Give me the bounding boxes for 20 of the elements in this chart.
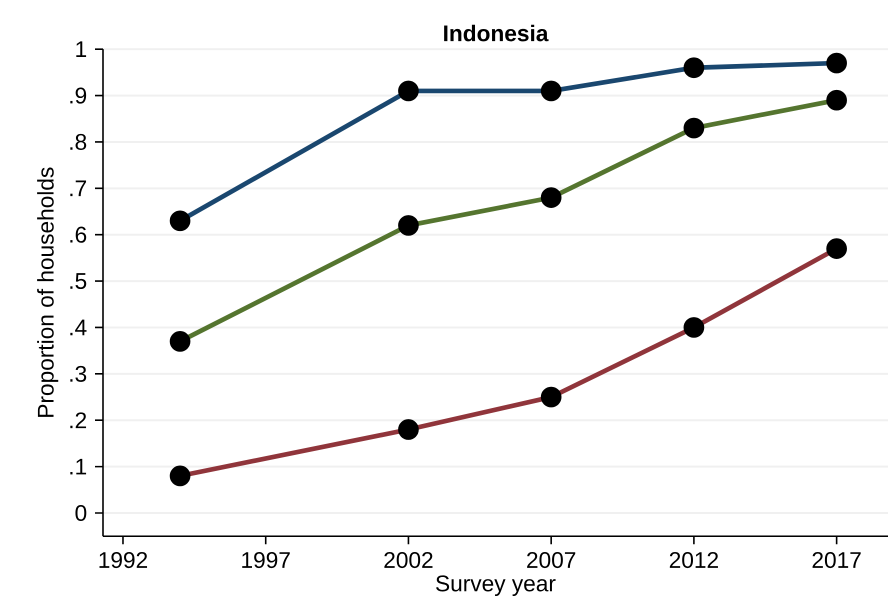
x-axis-title: Survey year (436, 575, 556, 596)
y-tick-label: .8 (70, 134, 86, 150)
x-tick-label: 2002 (384, 552, 432, 568)
chart-title: Indonesia (444, 24, 549, 42)
y-axis-title: Proportion of households (37, 168, 58, 417)
y-tick-label: .4 (70, 320, 87, 336)
y-tick-label: .5 (70, 273, 86, 290)
y-tick-label: .3 (70, 366, 86, 382)
x-tick-label: 1997 (242, 552, 290, 568)
x-tick-label: 1992 (100, 552, 148, 568)
y-tick-label: .6 (70, 226, 86, 243)
x-tick-label: 2012 (670, 552, 718, 568)
y-tick-label: 0 (75, 504, 86, 522)
y-tick-label: .1 (70, 458, 86, 474)
y-tick-label: .7 (70, 180, 86, 196)
y-tick-label: .2 (70, 412, 86, 428)
x-tick-label: 2007 (527, 552, 576, 568)
x-tick-label: 2017 (812, 552, 861, 568)
y-tick-label: 1 (76, 41, 86, 57)
y-tick-label: .9 (70, 88, 86, 104)
